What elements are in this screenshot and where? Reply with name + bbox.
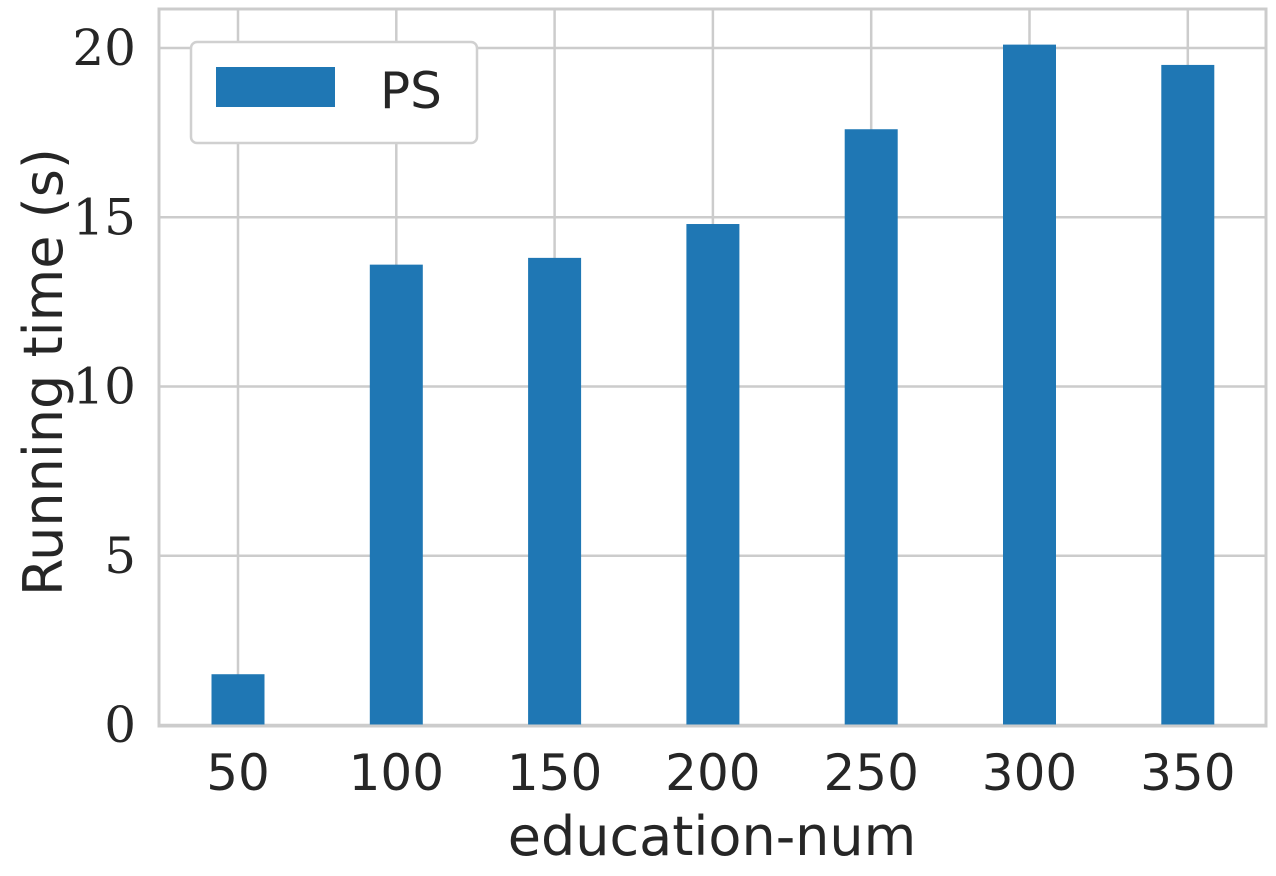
x-tick-label: 200 xyxy=(665,744,760,802)
bar-250 xyxy=(844,129,898,726)
bar-200 xyxy=(686,224,740,725)
x-tick-label: 150 xyxy=(507,744,602,802)
y-tick-label: 10 xyxy=(72,358,136,416)
bar-150 xyxy=(528,257,582,725)
bars xyxy=(211,44,1215,726)
x-tick-labels: 50 100 150 200 250 300 350 xyxy=(206,744,1235,802)
x-axis-label: education-num xyxy=(508,805,916,868)
y-axis-label: Running time (s) xyxy=(12,148,75,596)
x-tick-label: 350 xyxy=(1140,744,1235,802)
y-tick-label: 20 xyxy=(72,19,136,77)
y-tick-label: 15 xyxy=(72,188,136,246)
x-tick-label: 100 xyxy=(349,744,444,802)
bar-50 xyxy=(211,674,265,725)
bar-350 xyxy=(1161,64,1215,726)
x-tick-label: 250 xyxy=(823,744,918,802)
legend-label-ps: PS xyxy=(380,62,442,120)
plot-frame xyxy=(157,7,1268,728)
y-tick-label: 5 xyxy=(104,527,136,585)
bar-300 xyxy=(1003,44,1056,726)
legend-swatch-ps xyxy=(216,67,335,107)
x-tick-label: 300 xyxy=(982,744,1077,802)
x-tick-label: 50 xyxy=(206,744,270,802)
bar-100 xyxy=(369,264,423,725)
legend: PS xyxy=(189,40,479,145)
y-tick-labels: 0 5 10 15 20 xyxy=(72,19,136,754)
y-tick-label: 0 xyxy=(104,696,136,754)
